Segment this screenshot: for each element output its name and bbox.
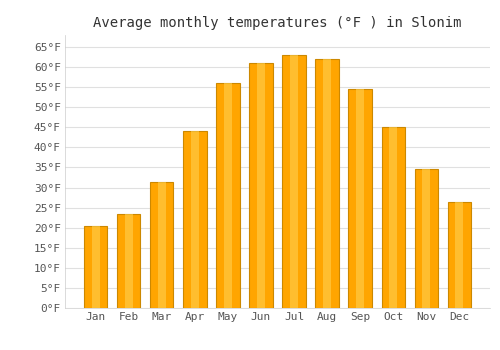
Bar — [84, 226, 108, 308]
Bar — [158, 182, 166, 308]
Bar — [150, 182, 174, 308]
Bar — [118, 214, 141, 308]
Bar — [290, 55, 298, 308]
Bar — [250, 63, 272, 308]
Bar — [414, 169, 438, 308]
Bar — [282, 55, 306, 308]
Bar — [448, 202, 470, 308]
Title: Average monthly temperatures (°F ) in Slonim: Average monthly temperatures (°F ) in Sl… — [93, 16, 462, 30]
Bar — [92, 226, 100, 308]
Bar — [382, 127, 404, 308]
Bar — [323, 59, 331, 308]
Bar — [348, 89, 372, 308]
Bar — [257, 63, 265, 308]
Bar — [125, 214, 133, 308]
Bar — [184, 131, 206, 308]
Bar — [455, 202, 464, 308]
Bar — [191, 131, 199, 308]
Bar — [422, 169, 430, 308]
Bar — [224, 83, 232, 308]
Bar — [216, 83, 240, 308]
Bar — [389, 127, 397, 308]
Bar — [316, 59, 338, 308]
Bar — [356, 89, 364, 308]
